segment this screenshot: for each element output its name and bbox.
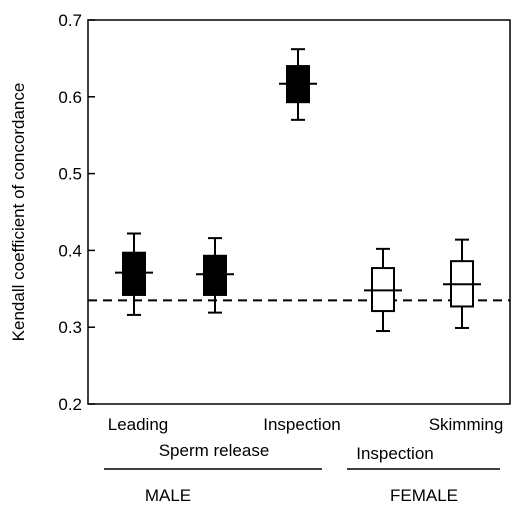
group-label: Inspection [356,444,434,463]
group-label: FEMALE [390,486,458,505]
x-tick-label: Leading [108,415,169,434]
group-labels: Sperm release Inspection MALE FEMALE [104,441,500,505]
box-5 [443,238,481,329]
box-3 [279,48,317,121]
x-axis-labels: Leading Inspection Skimming [108,415,504,434]
boxes [115,48,481,333]
y-tick-label: 0.4 [58,241,82,260]
y-tick-label: 0.6 [58,88,82,107]
box-body [122,251,146,296]
plot-frame [87,19,511,405]
box-4 [364,247,402,333]
y-tick-label: 0.5 [58,165,82,184]
box-1 [115,232,153,316]
group-label: Sperm release [159,441,270,460]
x-tick-label: Inspection [263,415,341,434]
y-axis-label: Kendall coefficient of concordance [9,83,28,342]
group-label: MALE [145,486,191,505]
y-tick-label: 0.2 [58,395,82,414]
box-body [203,254,227,296]
x-tick-label: Skimming [429,415,504,434]
y-tick-label: 0.3 [58,318,82,337]
y-axis: 0.2 0.3 0.4 0.5 0.6 0.7 [58,11,95,414]
y-tick-label: 0.7 [58,11,82,30]
box-2 [196,237,234,314]
